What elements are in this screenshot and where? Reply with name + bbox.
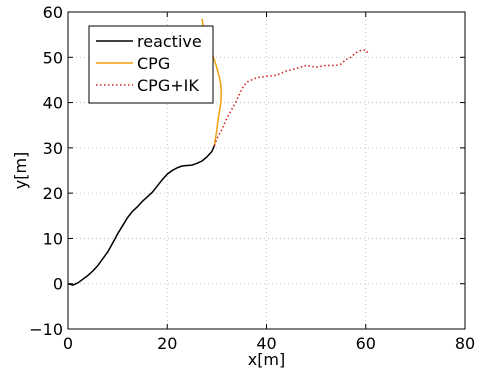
y-tick-label-0: −10	[29, 320, 63, 339]
legend: reactive CPG CPG+IK	[88, 25, 214, 104]
y-tick-label-5: 40	[43, 94, 63, 113]
x-tick-label-4: 80	[455, 334, 475, 353]
y-tick-label-1: 0	[53, 275, 63, 294]
y-tick-label-6: 50	[43, 48, 63, 67]
x-tick-label-3: 60	[356, 334, 376, 353]
y-tick-label-4: 30	[43, 139, 63, 158]
legend-label-2: CPG+IK	[137, 76, 199, 95]
x-tick-label-0: 0	[63, 334, 73, 353]
y-tick-label-2: 10	[43, 229, 63, 248]
y-tick-label-3: 20	[43, 184, 63, 203]
legend-box	[88, 25, 214, 104]
x-tick-label-1: 20	[157, 334, 177, 353]
y-axis-label: y[m]	[11, 152, 30, 190]
x-tick-label-2: 40	[256, 334, 276, 353]
series-line-2	[213, 49, 369, 146]
legend-label-1: CPG	[137, 54, 170, 73]
x-axis-label: x[m]	[248, 350, 286, 369]
y-tick-label-7: 60	[43, 3, 63, 22]
legend-label-0: reactive	[137, 32, 202, 51]
series-line-0	[67, 145, 216, 286]
